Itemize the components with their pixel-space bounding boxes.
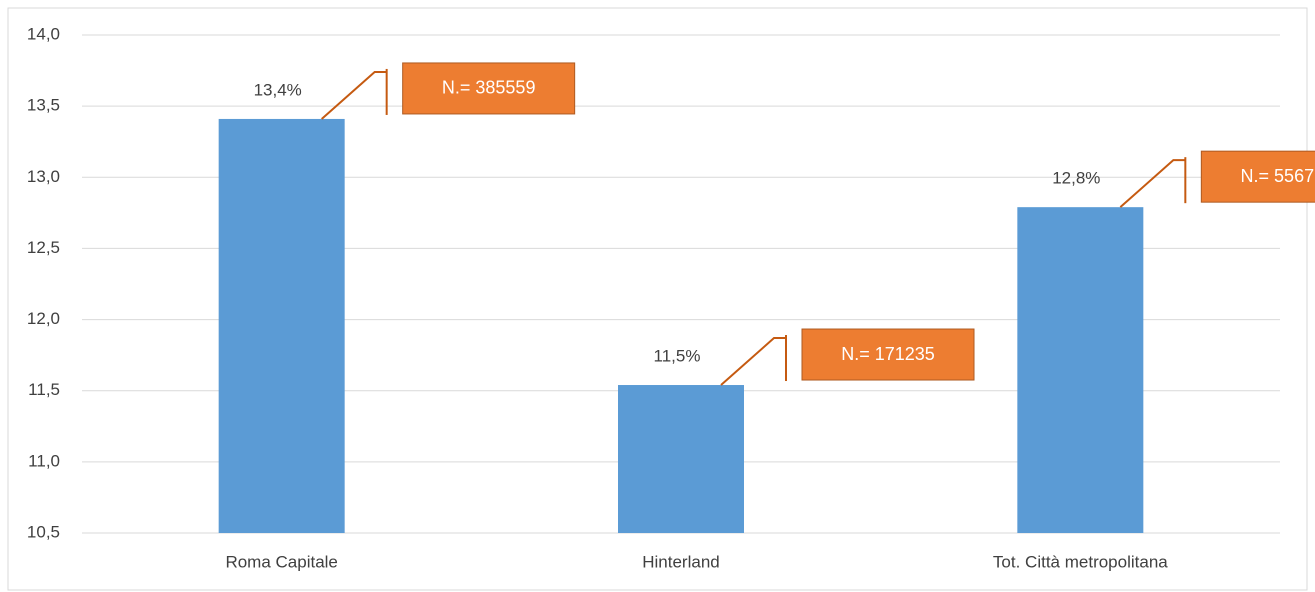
annotation: N.= 556794 [1241, 166, 1315, 186]
x-tick-label: Roma Capitale [225, 552, 337, 571]
data-label: 13,4% [254, 80, 302, 99]
bar [1017, 207, 1144, 533]
leader-line [720, 337, 786, 386]
leader-line [1119, 159, 1186, 208]
annotation-box [801, 328, 975, 381]
y-tick-label: 11,0 [28, 451, 60, 470]
y-tick-label: 14,0 [27, 24, 60, 43]
y-tick-label: 11,5 [28, 380, 60, 399]
annotation: N.= 171235 [841, 344, 935, 364]
annotation-box [402, 62, 576, 115]
y-tick-label: 13,0 [27, 167, 60, 186]
data-label: 12,8% [1052, 169, 1100, 188]
leader-line [321, 70, 387, 120]
y-tick-label: 12,5 [27, 238, 60, 257]
y-tick-label: 10,5 [27, 522, 60, 541]
annotation: N.= 385559 [442, 78, 536, 98]
data-label: 11,5% [654, 347, 701, 366]
x-tick-label: Tot. Città metropolitana [993, 552, 1168, 571]
y-tick-label: 13,5 [27, 96, 60, 115]
y-tick-label: 12,0 [27, 309, 60, 328]
bar [618, 385, 744, 533]
annotation-box [1200, 150, 1315, 203]
bar [218, 118, 345, 533]
x-tick-label: Hinterland [642, 552, 720, 571]
